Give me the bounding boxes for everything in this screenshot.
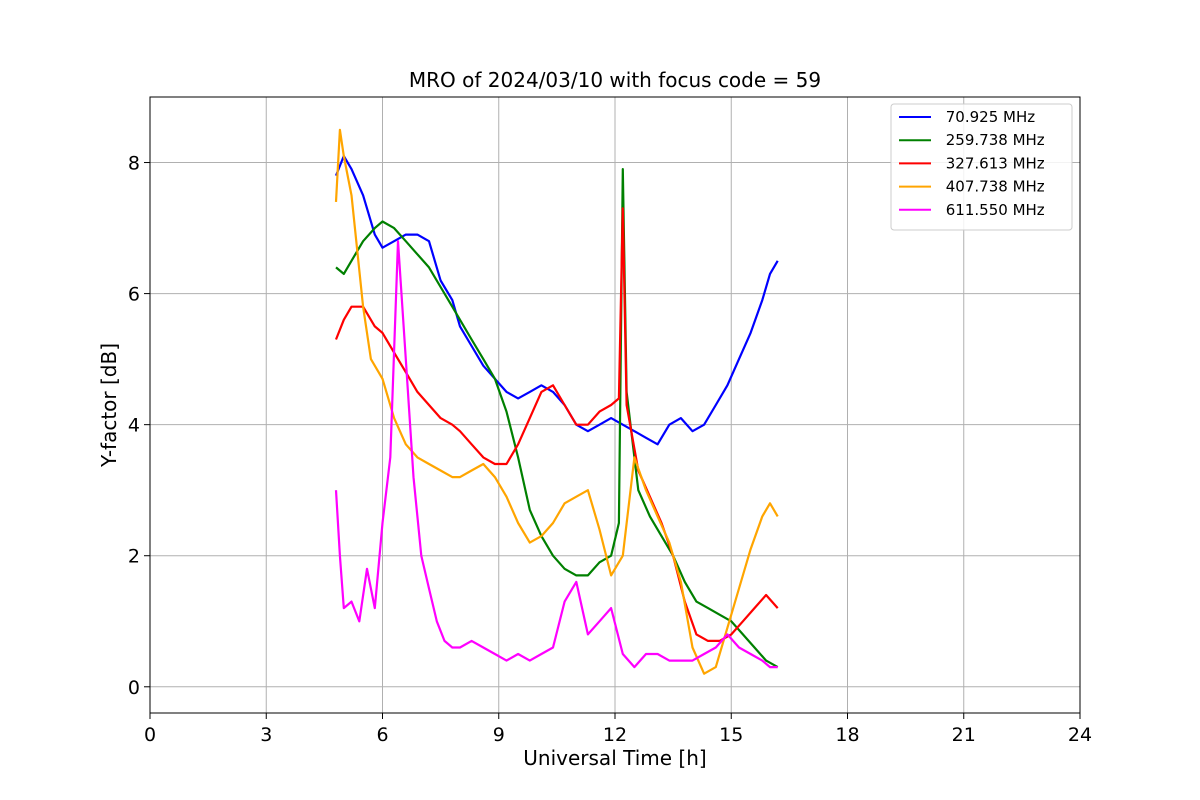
x-tick-label: 18	[835, 724, 859, 746]
chart-title: MRO of 2024/03/10 with focus code = 59	[409, 68, 821, 92]
legend-label: 70.925 MHz	[941, 108, 1035, 126]
x-tick-label: 12	[603, 724, 627, 746]
x-tick-label: 3	[260, 724, 272, 746]
legend-label: 611.550 MHz	[941, 201, 1045, 219]
x-tick-label: 0	[144, 724, 156, 746]
legend-label: 327.613 MHz	[941, 154, 1045, 172]
x-axis-label: Universal Time [h]	[523, 746, 706, 770]
x-tick-label: 9	[493, 724, 505, 746]
x-tick-label: 21	[952, 724, 976, 746]
y-axis-label: Y-factor [dB]	[97, 343, 121, 468]
series-line-2	[335, 168, 779, 669]
y-tick-label: 6	[128, 284, 140, 306]
y-tick-label: 8	[128, 153, 140, 175]
x-tick-label: 6	[376, 724, 388, 746]
series-line-3	[334, 207, 779, 643]
legend-box	[890, 103, 1073, 231]
legend-label: 407.738 MHz	[941, 178, 1045, 196]
series-line-5	[334, 240, 778, 669]
x-tick-label: 15	[719, 724, 743, 746]
y-tick-label: 0	[128, 677, 140, 699]
x-tick-label: 24	[1068, 724, 1092, 746]
y-tick-label: 4	[128, 415, 140, 437]
series-group	[334, 128, 779, 675]
legend: 70.925 MHz 259.738 MHz 327.613 MHz 407.7…	[890, 103, 1073, 231]
y-tick-label: 2	[128, 546, 140, 568]
legend-label: 259.738 MHz	[941, 131, 1045, 149]
